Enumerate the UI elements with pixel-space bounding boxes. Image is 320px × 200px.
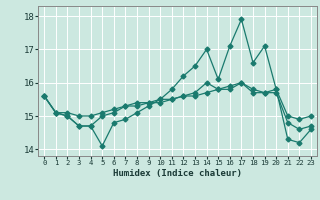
- X-axis label: Humidex (Indice chaleur): Humidex (Indice chaleur): [113, 169, 242, 178]
